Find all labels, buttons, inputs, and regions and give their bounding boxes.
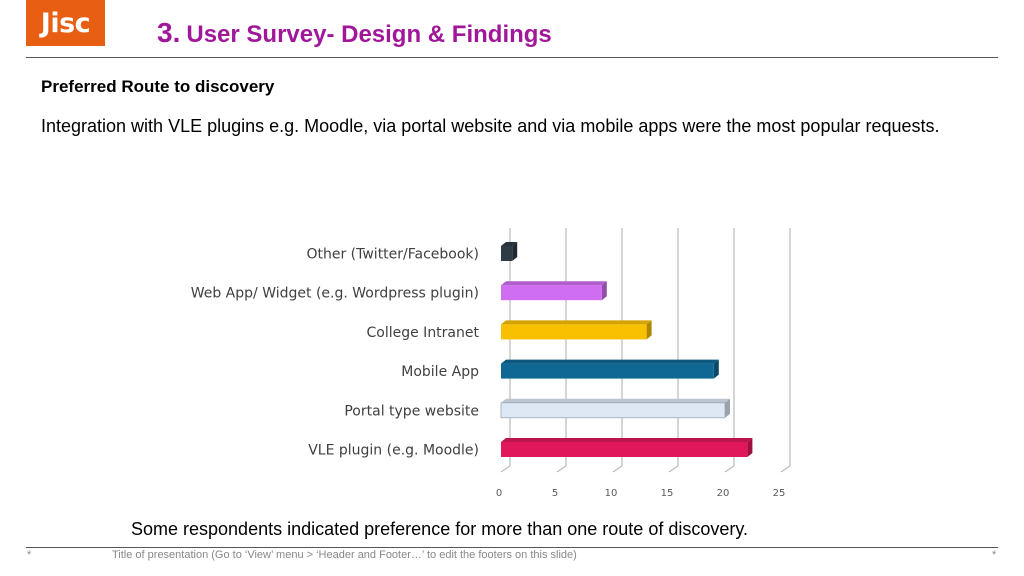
category-label: VLE plugin (e.g. Moodle) [308,443,479,459]
header-divider [26,57,998,58]
category-label: Mobile App [401,364,479,380]
footer-right-mark: * [992,549,997,561]
floor-line [500,465,511,473]
floor-line [612,465,623,473]
bar [501,442,748,457]
bar-top [501,359,719,364]
bar-top [501,438,753,442]
category-label: Other (Twitter/Facebook) [306,247,479,263]
x-tick-label: 15 [661,488,674,499]
bar-side [713,359,719,379]
bar [501,285,602,301]
body-paragraph: Integration with VLE plugins e.g. Moodle… [41,116,940,136]
footer-left-mark: * [27,549,32,561]
category-label: Web App/ Widget (e.g. Wordpress plugin) [191,286,479,302]
x-tick-label: 20 [717,488,730,499]
section-subheading: Preferred Route to discovery [41,77,275,96]
bar-side [512,242,518,261]
bar-side [646,320,652,340]
x-tick-label: 0 [496,488,502,499]
bar-side [725,398,730,418]
slide-title: 3. User Survey- Design & Findings [157,17,552,49]
slide-title-text: User Survey- Design & Findings [186,21,552,48]
bar-side [747,438,753,457]
category-label: Portal type website [344,403,479,419]
bar [501,324,647,340]
bar-top [501,398,730,403]
footer-divider [26,547,998,548]
floor-line [780,465,791,473]
floor-line [668,465,679,473]
bar [500,402,726,419]
x-tick-label: 25 [773,488,786,499]
bar [501,246,513,261]
bar-side [601,281,607,301]
floor-line [724,465,735,473]
footnote-text: Some respondents indicated preference fo… [131,519,749,539]
bar [501,363,714,379]
bar-top [501,320,652,325]
x-tick-label: 5 [552,488,558,499]
footer-text: Title of presentation (Go to ‘View’ menu… [112,549,577,561]
x-tick-label: 10 [605,488,618,499]
floor-line [556,465,567,473]
bar-top [501,242,518,246]
category-label: College Intranet [367,325,480,341]
jisc-logo: Jisc [26,0,105,46]
slide-title-number: 3. [157,17,181,48]
bar-top [501,281,607,286]
